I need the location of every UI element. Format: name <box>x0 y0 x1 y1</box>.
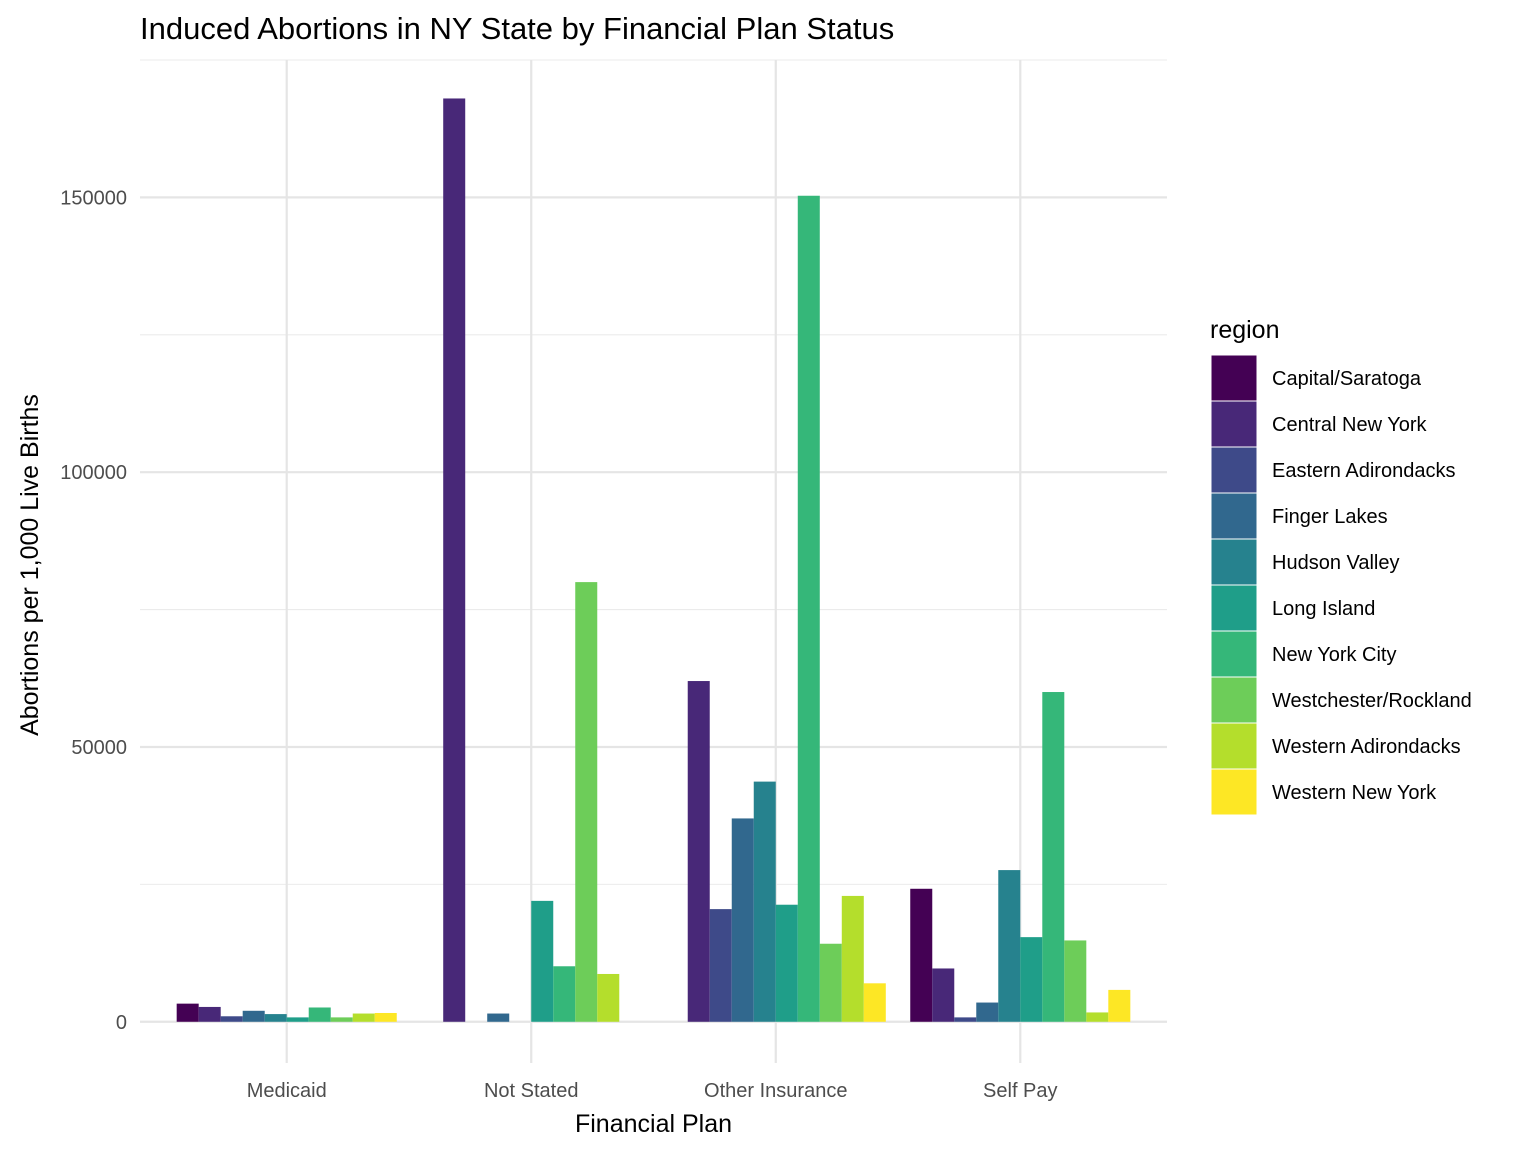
y-axis-ticks: 0 50000 100000 150000 <box>60 187 127 1033</box>
legend-key <box>1210 584 1258 632</box>
bar <box>709 909 732 1022</box>
bar <box>198 1006 221 1022</box>
bar <box>176 1003 199 1022</box>
legend-key <box>1210 768 1258 816</box>
x-tick-label: Other Insurance <box>704 1080 847 1102</box>
bar <box>242 1010 265 1022</box>
legend-label: Long Island <box>1272 598 1375 620</box>
legend-key <box>1210 722 1258 770</box>
x-axis-ticks: Medicaid Not Stated Other Insurance Self Pa… <box>247 1080 1058 1102</box>
bar <box>487 1013 510 1022</box>
x-tick-label: Self Pay <box>983 1080 1057 1102</box>
legend-label: New York City <box>1272 644 1397 666</box>
bar <box>954 1017 977 1022</box>
bar <box>998 870 1021 1022</box>
bar <box>308 1007 331 1022</box>
legend-key <box>1210 630 1258 678</box>
bar <box>1108 989 1131 1022</box>
legend-key <box>1210 538 1258 586</box>
legend-items: Capital/Saratoga Central New York Eastern … <box>1210 354 1472 816</box>
legend-label: Hudson Valley <box>1272 552 1399 574</box>
legend-label: Finger Lakes <box>1272 506 1388 528</box>
y-tick-label: 100000 <box>60 462 127 484</box>
legend-key <box>1210 676 1258 724</box>
bar <box>220 1016 243 1022</box>
bar <box>1086 1012 1109 1022</box>
bar <box>1064 940 1087 1022</box>
bar <box>687 681 710 1022</box>
bar <box>352 1013 375 1022</box>
bar <box>753 781 776 1022</box>
bar <box>976 1002 999 1022</box>
legend-key <box>1210 400 1258 448</box>
bar <box>575 582 598 1022</box>
bar <box>841 895 864 1022</box>
bar <box>819 943 842 1022</box>
legend-label: Central New York <box>1272 414 1428 436</box>
bar <box>731 818 754 1022</box>
bar <box>553 966 576 1022</box>
bar <box>330 1017 353 1022</box>
bar <box>1020 937 1043 1022</box>
legend-label: Capital/Saratoga <box>1272 368 1422 390</box>
legend-label: Eastern Adirondacks <box>1272 460 1455 482</box>
y-axis-title: Abortions per 1,000 Live Births <box>16 394 44 736</box>
bar <box>932 968 955 1022</box>
bar <box>531 900 554 1022</box>
legend-label: Western New York <box>1272 782 1437 804</box>
legend-title: region <box>1210 316 1280 344</box>
bar <box>264 1014 287 1022</box>
x-tick-label: Not Stated <box>484 1080 579 1102</box>
bar <box>797 195 820 1022</box>
y-tick-label: 0 <box>116 1012 127 1034</box>
y-tick-label: 150000 <box>60 187 127 209</box>
bar <box>910 888 933 1022</box>
legend-label: Westchester/Rockland <box>1272 690 1472 712</box>
bar <box>443 98 466 1022</box>
x-axis-title: Financial Plan <box>575 1110 732 1138</box>
y-tick-label: 50000 <box>71 737 127 759</box>
chart-title: Induced Abortions in NY State by Financi… <box>140 11 894 46</box>
bar <box>775 904 798 1022</box>
bar <box>286 1017 309 1022</box>
bar <box>863 983 886 1022</box>
bar <box>597 973 620 1022</box>
legend-key <box>1210 354 1258 402</box>
bar <box>1042 692 1065 1022</box>
bar <box>374 1012 397 1022</box>
legend-key <box>1210 492 1258 540</box>
legend-label: Western Adirondacks <box>1272 736 1461 758</box>
legend-key <box>1210 446 1258 494</box>
bars-layer <box>176 98 1131 1022</box>
x-tick-label: Medicaid <box>247 1080 327 1102</box>
legend: region Capital/Saratoga Central New York E… <box>1210 316 1472 816</box>
grid-layer <box>140 59 1167 1063</box>
